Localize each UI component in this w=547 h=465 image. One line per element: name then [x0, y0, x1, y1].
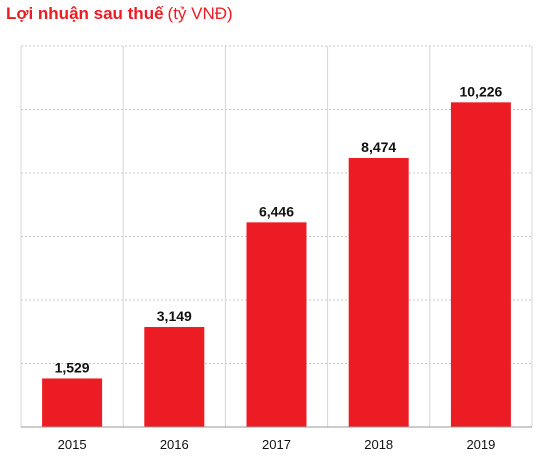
bars — [42, 102, 511, 428]
chart-title-main: Lợi nhuận sau thuế — [6, 4, 164, 23]
value-label-2017: 6,446 — [259, 203, 294, 219]
value-label-2019: 10,226 — [459, 83, 502, 99]
bar-2019 — [450, 102, 511, 428]
bar-2017 — [246, 222, 307, 427]
x-tick-label-2017: 2017 — [262, 437, 291, 452]
value-label-2016: 3,149 — [157, 308, 192, 324]
value-labels: 1,529 3,149 6,446 8,474 10,226 — [55, 83, 503, 375]
bar-2015 — [42, 378, 103, 427]
x-tick-label-2019: 2019 — [466, 437, 495, 452]
bar-2018 — [348, 157, 409, 427]
x-tick-label-2018: 2018 — [364, 437, 393, 452]
chart-title: Lợi nhuận sau thuế (tỷ VNĐ) — [6, 4, 233, 24]
grid-lines — [20, 45, 533, 427]
value-label-2018: 8,474 — [361, 139, 396, 155]
x-axis: 2015 2016 2017 2018 2019 — [21, 426, 532, 452]
x-tick-label-2016: 2016 — [160, 437, 189, 452]
bar-2016 — [144, 327, 205, 427]
x-tick-label-2015: 2015 — [58, 437, 87, 452]
value-label-2015: 1,529 — [55, 359, 90, 375]
chart-title-unit: (tỷ VNĐ) — [167, 4, 233, 23]
